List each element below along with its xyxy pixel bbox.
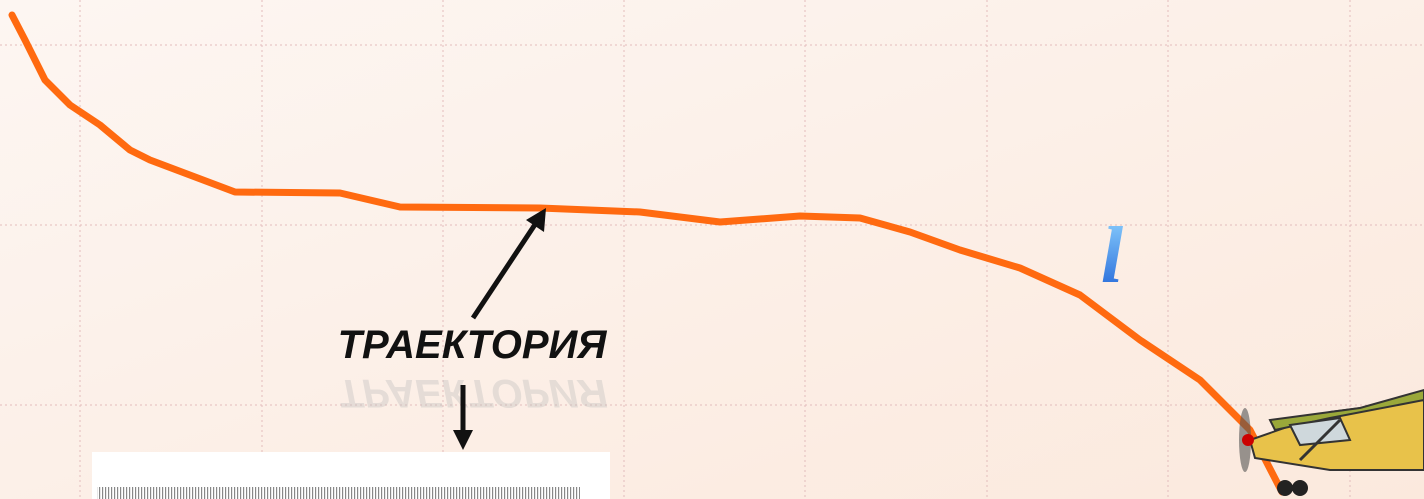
slide: ТРАЕКТОРИЯ ТРАЕКТОРИЯ l [0,0,1424,499]
stripe [97,487,580,499]
label-reflection: ТРАЕКТОРИЯ [338,371,608,415]
path-label: l [1101,212,1124,300]
background [0,0,1424,499]
trajectory-label: ТРАЕКТОРИЯ [338,323,608,367]
